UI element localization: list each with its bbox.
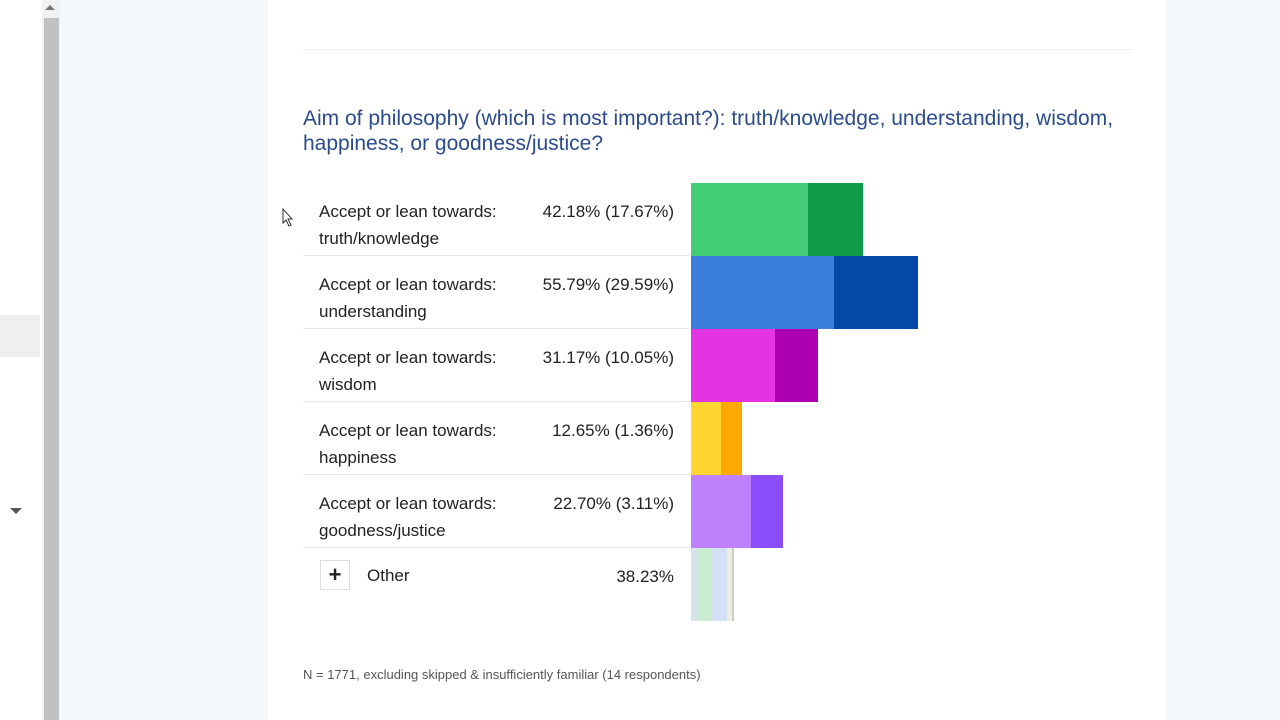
result-row: Accept or lean towards: truth/knowledge 42… (303, 183, 863, 256)
scroll-up-icon[interactable] (45, 5, 55, 10)
scrollbar[interactable] (42, 0, 60, 720)
row-bar (691, 329, 818, 402)
scrollbar-thumb[interactable] (44, 18, 59, 720)
question-title: Aim of philosophy (which is most importa… (303, 107, 1114, 155)
bar-accept-segment (775, 329, 818, 402)
result-row-other: + Other 38.23% (303, 548, 734, 621)
bar-other-segment (727, 548, 732, 621)
row-percentage: 12.65% (1.36%) (552, 421, 674, 440)
row-label: Accept or lean towards: wisdom (319, 344, 519, 398)
bar-lean-segment (691, 256, 834, 329)
bar-lean-segment (691, 183, 808, 256)
row-percentage: 31.17% (10.05%) (542, 348, 674, 367)
bar-accept-segment (721, 402, 742, 475)
row-label: Accept or lean towards: truth/knowledge (319, 198, 519, 252)
question-card: Aim of philosophy (which is most importa… (268, 0, 1166, 720)
other-percentage: 38.23% (616, 567, 674, 586)
row-bar (691, 475, 783, 548)
result-row: Accept or lean towards: happiness 12.65% (… (303, 402, 742, 475)
other-bar (691, 548, 734, 621)
respondent-note: N = 1771, excluding skipped & insufficie… (303, 667, 701, 682)
row-label: Accept or lean towards: understanding (319, 271, 519, 325)
row-label-line1: Accept or lean towards: (319, 202, 497, 221)
bar-other-segment (712, 548, 727, 621)
result-row: Accept or lean towards: wisdom 31.17% (10.… (303, 329, 818, 402)
bar-other-segment (697, 548, 712, 621)
bar-lean-segment (691, 402, 721, 475)
result-row: Accept or lean towards: goodness/justice 2… (303, 475, 783, 548)
row-label-option: happiness (319, 448, 397, 467)
row-label-option: goodness/justice (319, 521, 446, 540)
bar-lean-segment (691, 329, 775, 402)
bar-accept-segment (751, 475, 783, 548)
row-label-option: understanding (319, 302, 427, 321)
row-percentage: 55.79% (29.59%) (542, 275, 674, 294)
row-label-line1: Accept or lean towards: (319, 348, 497, 367)
left-panel (0, 0, 42, 720)
bar-lean-segment (691, 475, 751, 548)
other-label: Other (367, 566, 410, 585)
chevron-down-icon[interactable] (10, 508, 22, 514)
divider (303, 49, 1133, 50)
row-label-line1: Accept or lean towards: (319, 494, 497, 513)
row-label-option: truth/knowledge (319, 229, 440, 248)
row-label-line1: Accept or lean towards: (319, 421, 497, 440)
bar-other-segment (691, 548, 697, 621)
row-label-option: wisdom (319, 375, 377, 394)
result-row: Accept or lean towards: understanding 55.7… (303, 256, 918, 329)
results-table: Accept or lean towards: truth/knowledge 42… (303, 183, 1003, 621)
expand-other-button[interactable]: + (320, 560, 350, 590)
selected-nav-item[interactable] (0, 315, 40, 357)
bar-accept-segment (808, 183, 863, 256)
row-bar (691, 256, 918, 329)
bar-accept-segment (834, 256, 918, 329)
row-label-line1: Accept or lean towards: (319, 275, 497, 294)
row-percentage: 42.18% (17.67%) (542, 202, 674, 221)
mouse-cursor-icon (282, 208, 294, 227)
row-bar (691, 402, 742, 475)
row-label: Accept or lean towards: happiness (319, 417, 519, 471)
row-label: Accept or lean towards: goodness/justice (319, 490, 519, 544)
row-bar (691, 183, 863, 256)
row-percentage: 22.70% (3.11%) (553, 494, 674, 513)
bar-other-segment (732, 548, 734, 621)
